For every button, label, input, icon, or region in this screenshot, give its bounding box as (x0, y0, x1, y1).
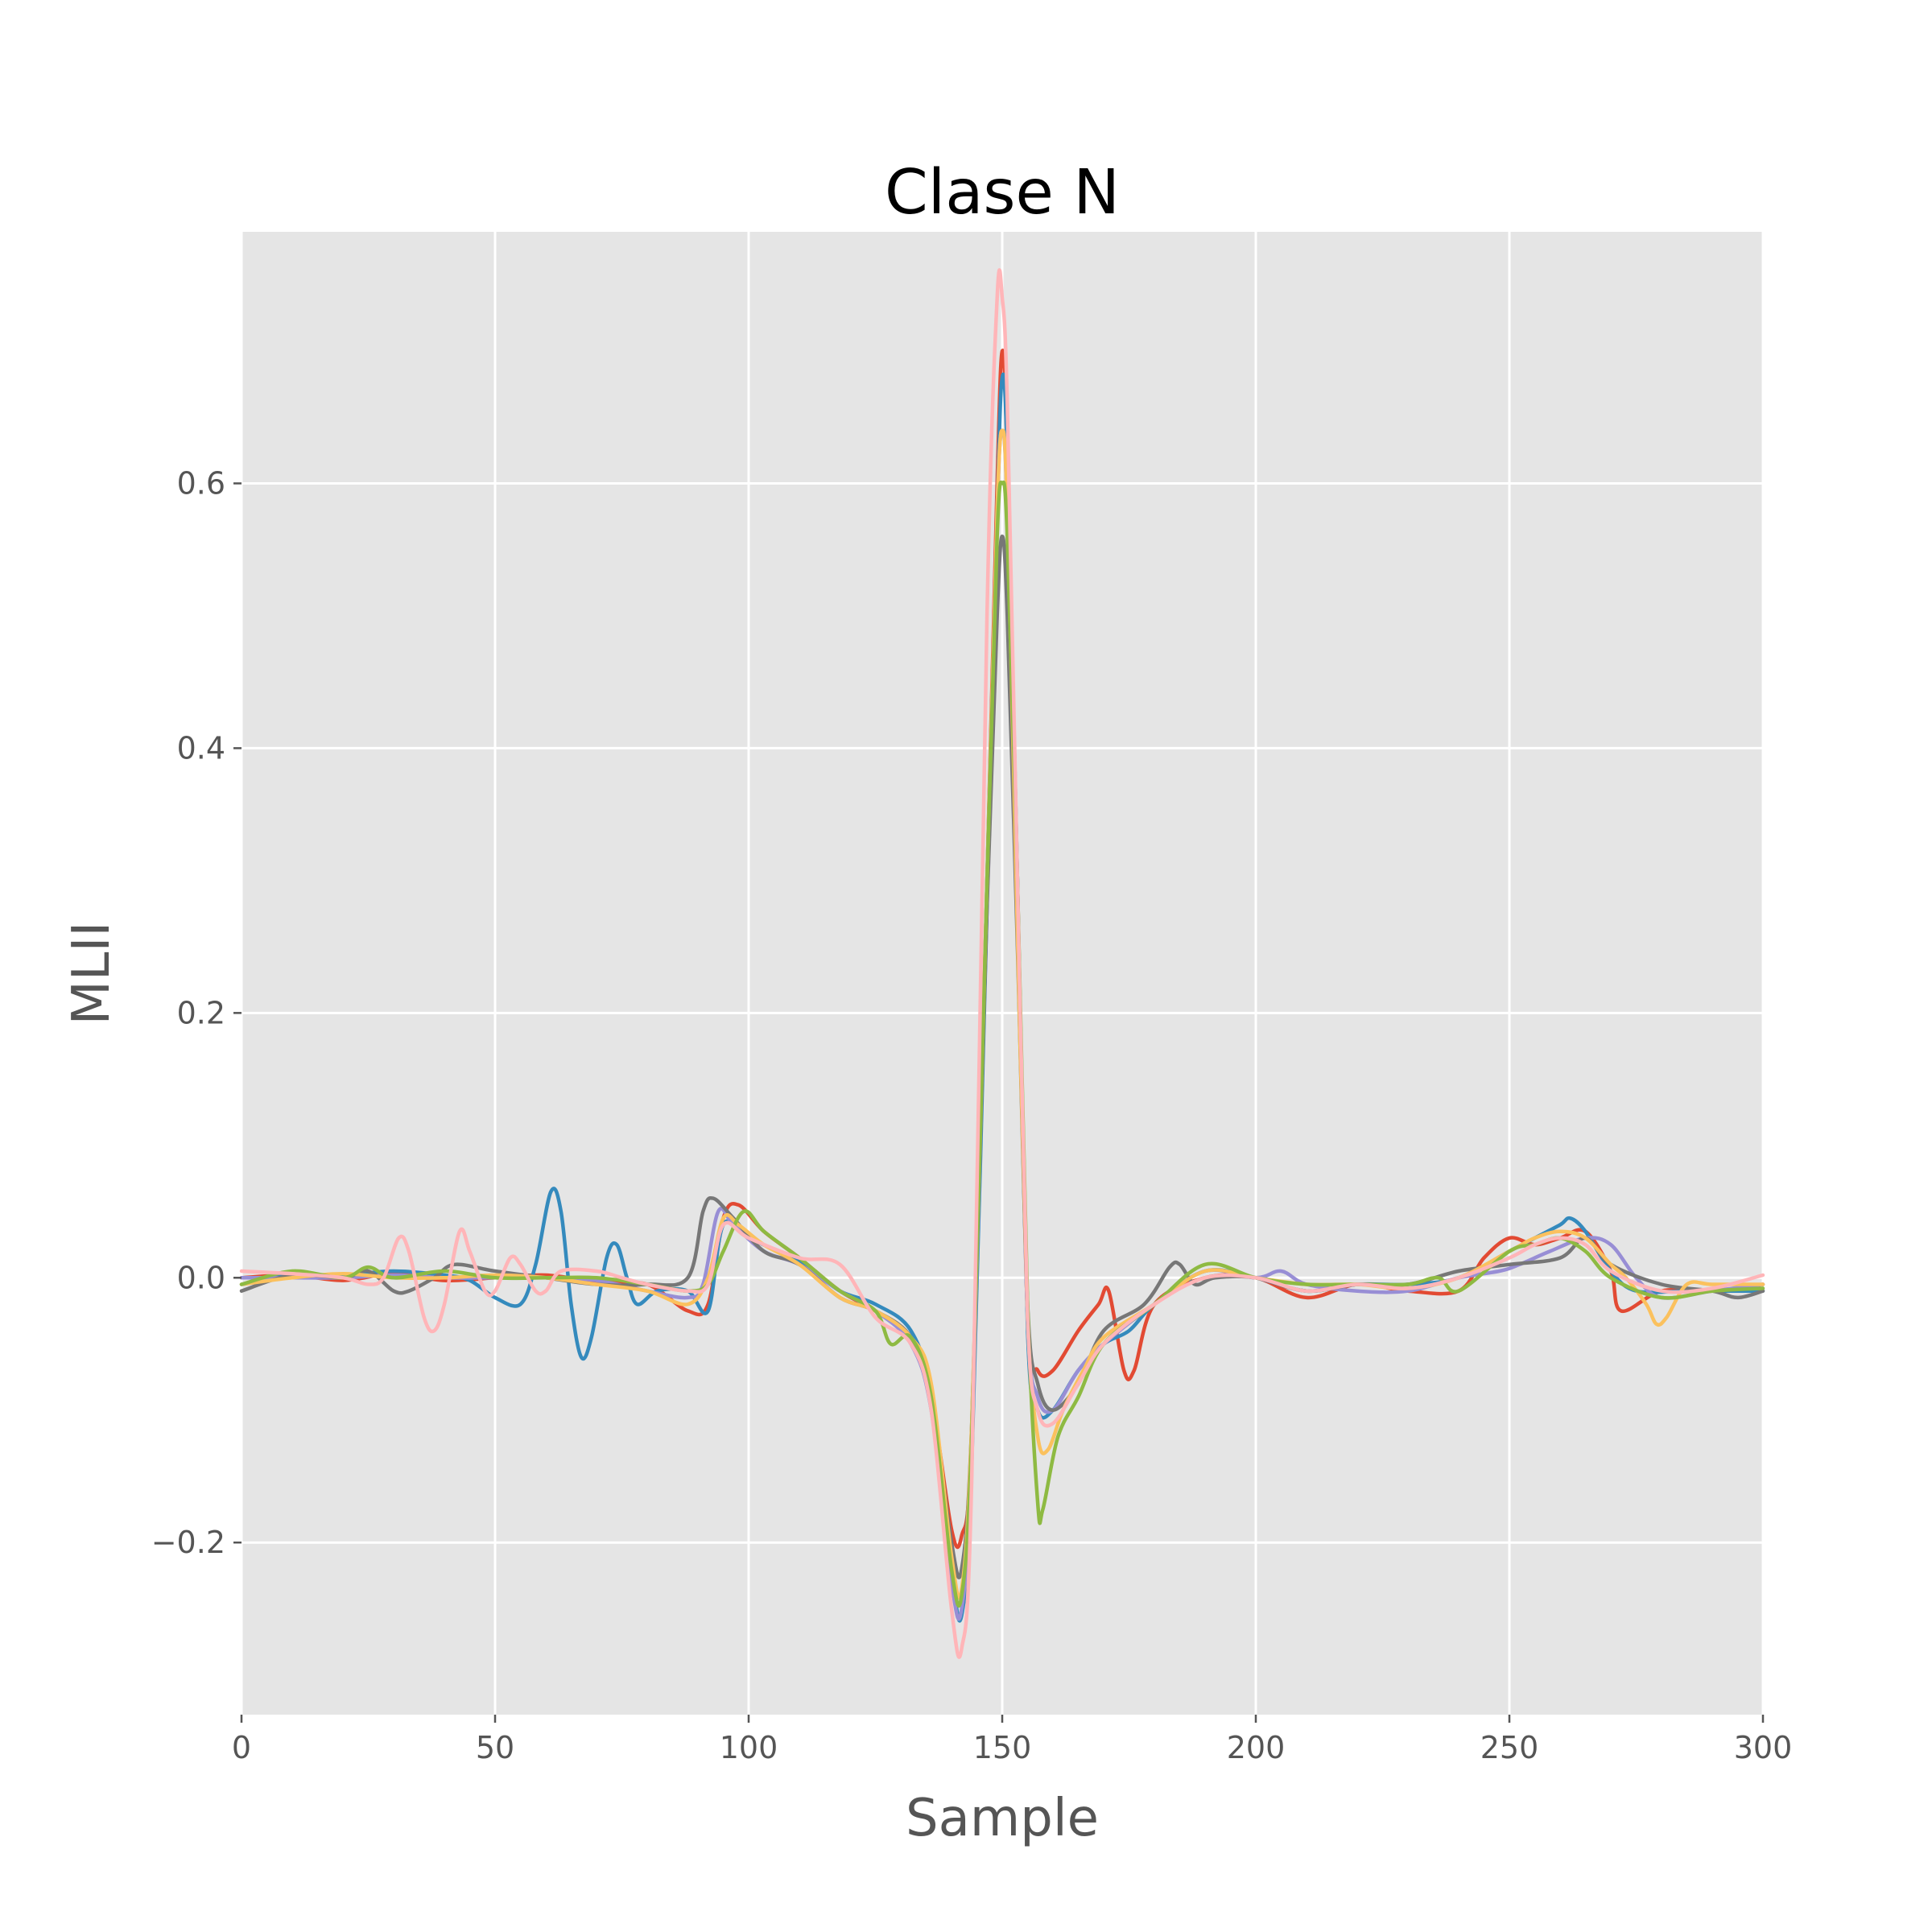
x-tick-label: 150 (973, 1730, 1032, 1765)
x-tick-label: 250 (1480, 1730, 1539, 1765)
y-tick-label: −0.2 (151, 1525, 225, 1560)
series-group (239, 268, 1765, 1659)
series-line-7 (239, 268, 1765, 1659)
y-tick-label: 0.4 (177, 730, 225, 766)
x-tick-label: 0 (232, 1730, 251, 1765)
ticks: 0 50 100 150 200 250 300 −0.2 0.0 0.2 0.4 0.6 (151, 465, 1793, 1765)
y-axis-label: MLII (62, 922, 122, 1026)
x-tick-label: 300 (1734, 1730, 1793, 1765)
series-line-5 (239, 428, 1765, 1600)
x-tick-label: 200 (1227, 1730, 1286, 1765)
y-tick-label: 0.0 (177, 1260, 225, 1295)
y-tick-label: 0.2 (177, 995, 225, 1030)
y-tick-label: 0.6 (177, 465, 225, 501)
chart-title: Clase N (885, 157, 1120, 229)
x-tick-label: 100 (720, 1730, 778, 1765)
x-tick-label: 50 (476, 1730, 514, 1765)
x-axis-label: Sample (906, 1789, 1099, 1848)
